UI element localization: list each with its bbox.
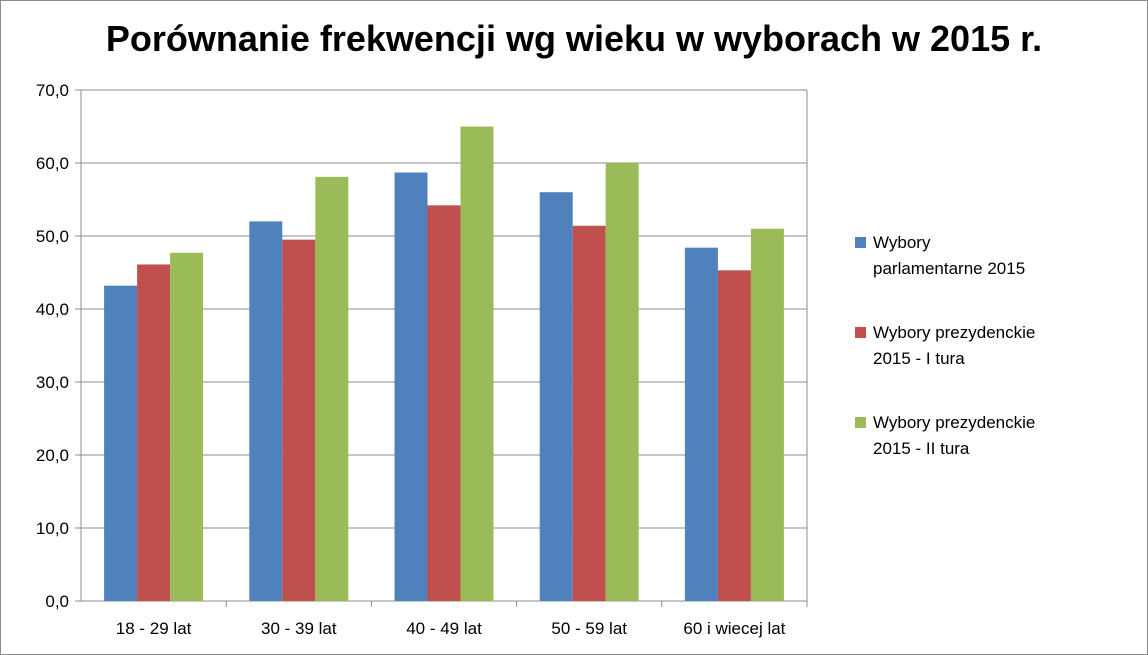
y-tick-label: 70,0	[36, 81, 69, 100]
legend-item: Wybory parlamentarne 2015	[855, 230, 1055, 282]
x-tick-label: 30 - 39 lat	[261, 619, 337, 638]
y-tick-label: 50,0	[36, 227, 69, 246]
chart-legend: Wybory parlamentarne 2015 Wybory prezyden…	[855, 230, 1055, 500]
bar	[170, 252, 204, 602]
bar	[315, 176, 349, 601]
x-tick-label: 50 - 59 lat	[551, 619, 627, 638]
legend-swatch	[855, 237, 866, 248]
legend-label: Wybory prezydenckie 2015 - II tura	[873, 413, 1036, 458]
x-tick-label: 18 - 29 lat	[116, 619, 192, 638]
bar	[282, 239, 316, 601]
y-tick-label: 20,0	[36, 446, 69, 465]
y-tick-label: 40,0	[36, 300, 69, 319]
legend-label: Wybory prezydenckie 2015 - I tura	[873, 323, 1036, 368]
bar	[605, 163, 639, 601]
x-tick-label: 60 i wiecej lat	[683, 619, 785, 638]
bar	[539, 192, 573, 601]
legend-swatch	[855, 327, 866, 338]
chart-title: Porównanie frekwencji wg wieku w wyborac…	[105, 18, 1043, 59]
bar	[684, 247, 718, 601]
bar	[427, 205, 461, 601]
bar	[104, 285, 138, 601]
y-tick-label: 10,0	[36, 519, 69, 538]
legend-item: Wybory prezydenckie 2015 - II tura	[855, 410, 1055, 462]
legend-swatch	[855, 417, 866, 428]
x-tick-label: 40 - 49 lat	[406, 619, 482, 638]
bar	[460, 126, 494, 601]
bar	[572, 225, 606, 601]
y-tick-label: 30,0	[36, 373, 69, 392]
bar	[137, 264, 171, 601]
bar	[750, 228, 784, 601]
y-tick-label: 0,0	[45, 592, 69, 611]
bar	[717, 270, 751, 601]
legend-label: Wybory parlamentarne 2015	[873, 233, 1026, 278]
legend-item: Wybory prezydenckie 2015 - I tura	[855, 320, 1055, 372]
y-tick-label: 60,0	[36, 154, 69, 173]
bar	[394, 172, 428, 602]
bar	[249, 221, 283, 601]
